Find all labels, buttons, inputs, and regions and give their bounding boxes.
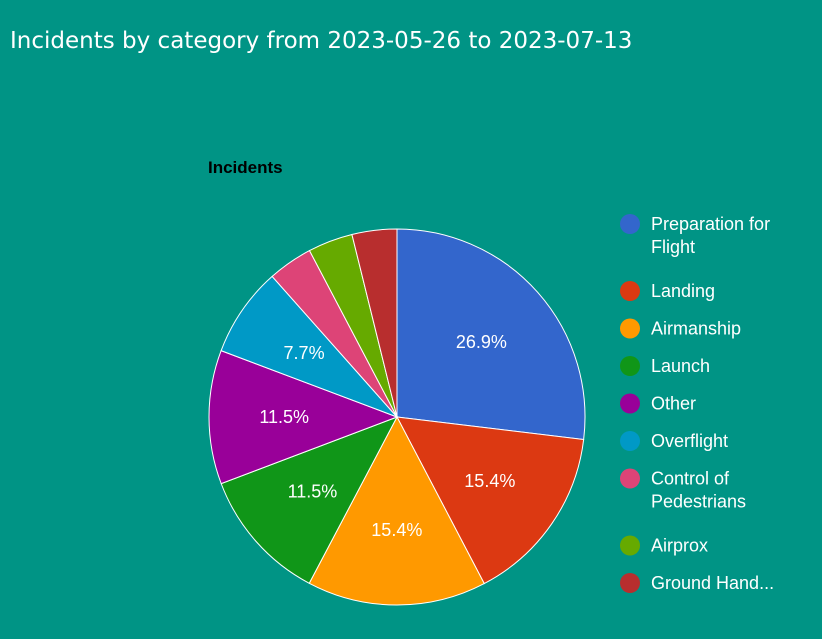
slice-label-landing: 15.4% [464, 471, 515, 491]
legend-swatch [620, 356, 640, 376]
legend-item-airprox[interactable]: Airprox [620, 535, 708, 556]
pie-slice-preparation-for-flight[interactable] [396, 228, 586, 441]
legend-swatch [620, 431, 640, 451]
legend-label: Airmanship [651, 319, 741, 339]
slice-label-airmanship: 15.4% [371, 520, 422, 540]
legend-item-airmanship[interactable]: Airmanship [620, 318, 741, 339]
legend-label: Flight [651, 237, 695, 257]
slice-label-launch: 11.5% [288, 482, 338, 502]
pie-slice-launch[interactable] [220, 416, 399, 584]
legend-label: Control of [651, 469, 730, 489]
legend-label: Preparation for [651, 214, 770, 234]
pie-slice-landing[interactable] [396, 416, 585, 585]
legend-label: Overflight [651, 431, 728, 451]
legend-swatch [620, 573, 640, 593]
slice-label-overflight: 7.7% [284, 343, 325, 363]
legend-item-overflight[interactable]: Overflight [620, 431, 728, 451]
chart-title: Incidents [208, 158, 283, 177]
legend: Preparation for Flight Landing Airmanship La… [620, 214, 774, 593]
panel-title: Incidents by category from 2023-05-26 to… [10, 28, 633, 54]
slice-labels: 26.9% 15.4% 15.4% 11.5% 11.5% 7.7% [259, 332, 515, 540]
legend-label: Pedestrians [651, 492, 746, 512]
legend-item-landing[interactable]: Landing [620, 281, 715, 301]
legend-label: Landing [651, 281, 715, 301]
legend-item-other[interactable]: Other [620, 393, 696, 414]
pie-slice-other[interactable] [208, 350, 399, 485]
legend-swatch [620, 318, 640, 339]
legend-item-preparation-for-flight[interactable]: Preparation for Flight [620, 214, 770, 257]
legend-label: Launch [651, 356, 710, 376]
legend-item-launch[interactable]: Launch [620, 356, 710, 376]
legend-label: Other [651, 394, 696, 414]
legend-swatch [620, 468, 640, 489]
legend-swatch [620, 535, 640, 556]
pie-slice-ground-hand[interactable] [351, 228, 398, 418]
legend-label: Ground Hand... [651, 573, 774, 593]
legend-swatch [620, 393, 640, 414]
legend-swatch [620, 281, 640, 301]
legend-item-ground-hand[interactable]: Ground Hand... [620, 573, 774, 593]
slice-label-preparation-for-flight: 26.9% [456, 332, 507, 352]
pie-slice-airmanship[interactable] [308, 415, 485, 606]
pie-slices [208, 228, 586, 606]
legend-label: Airprox [651, 536, 708, 556]
legend-swatch [620, 214, 640, 234]
slice-label-other: 11.5% [259, 407, 309, 427]
legend-item-control-of-pedestrians[interactable]: Control of Pedestrians [620, 468, 746, 512]
